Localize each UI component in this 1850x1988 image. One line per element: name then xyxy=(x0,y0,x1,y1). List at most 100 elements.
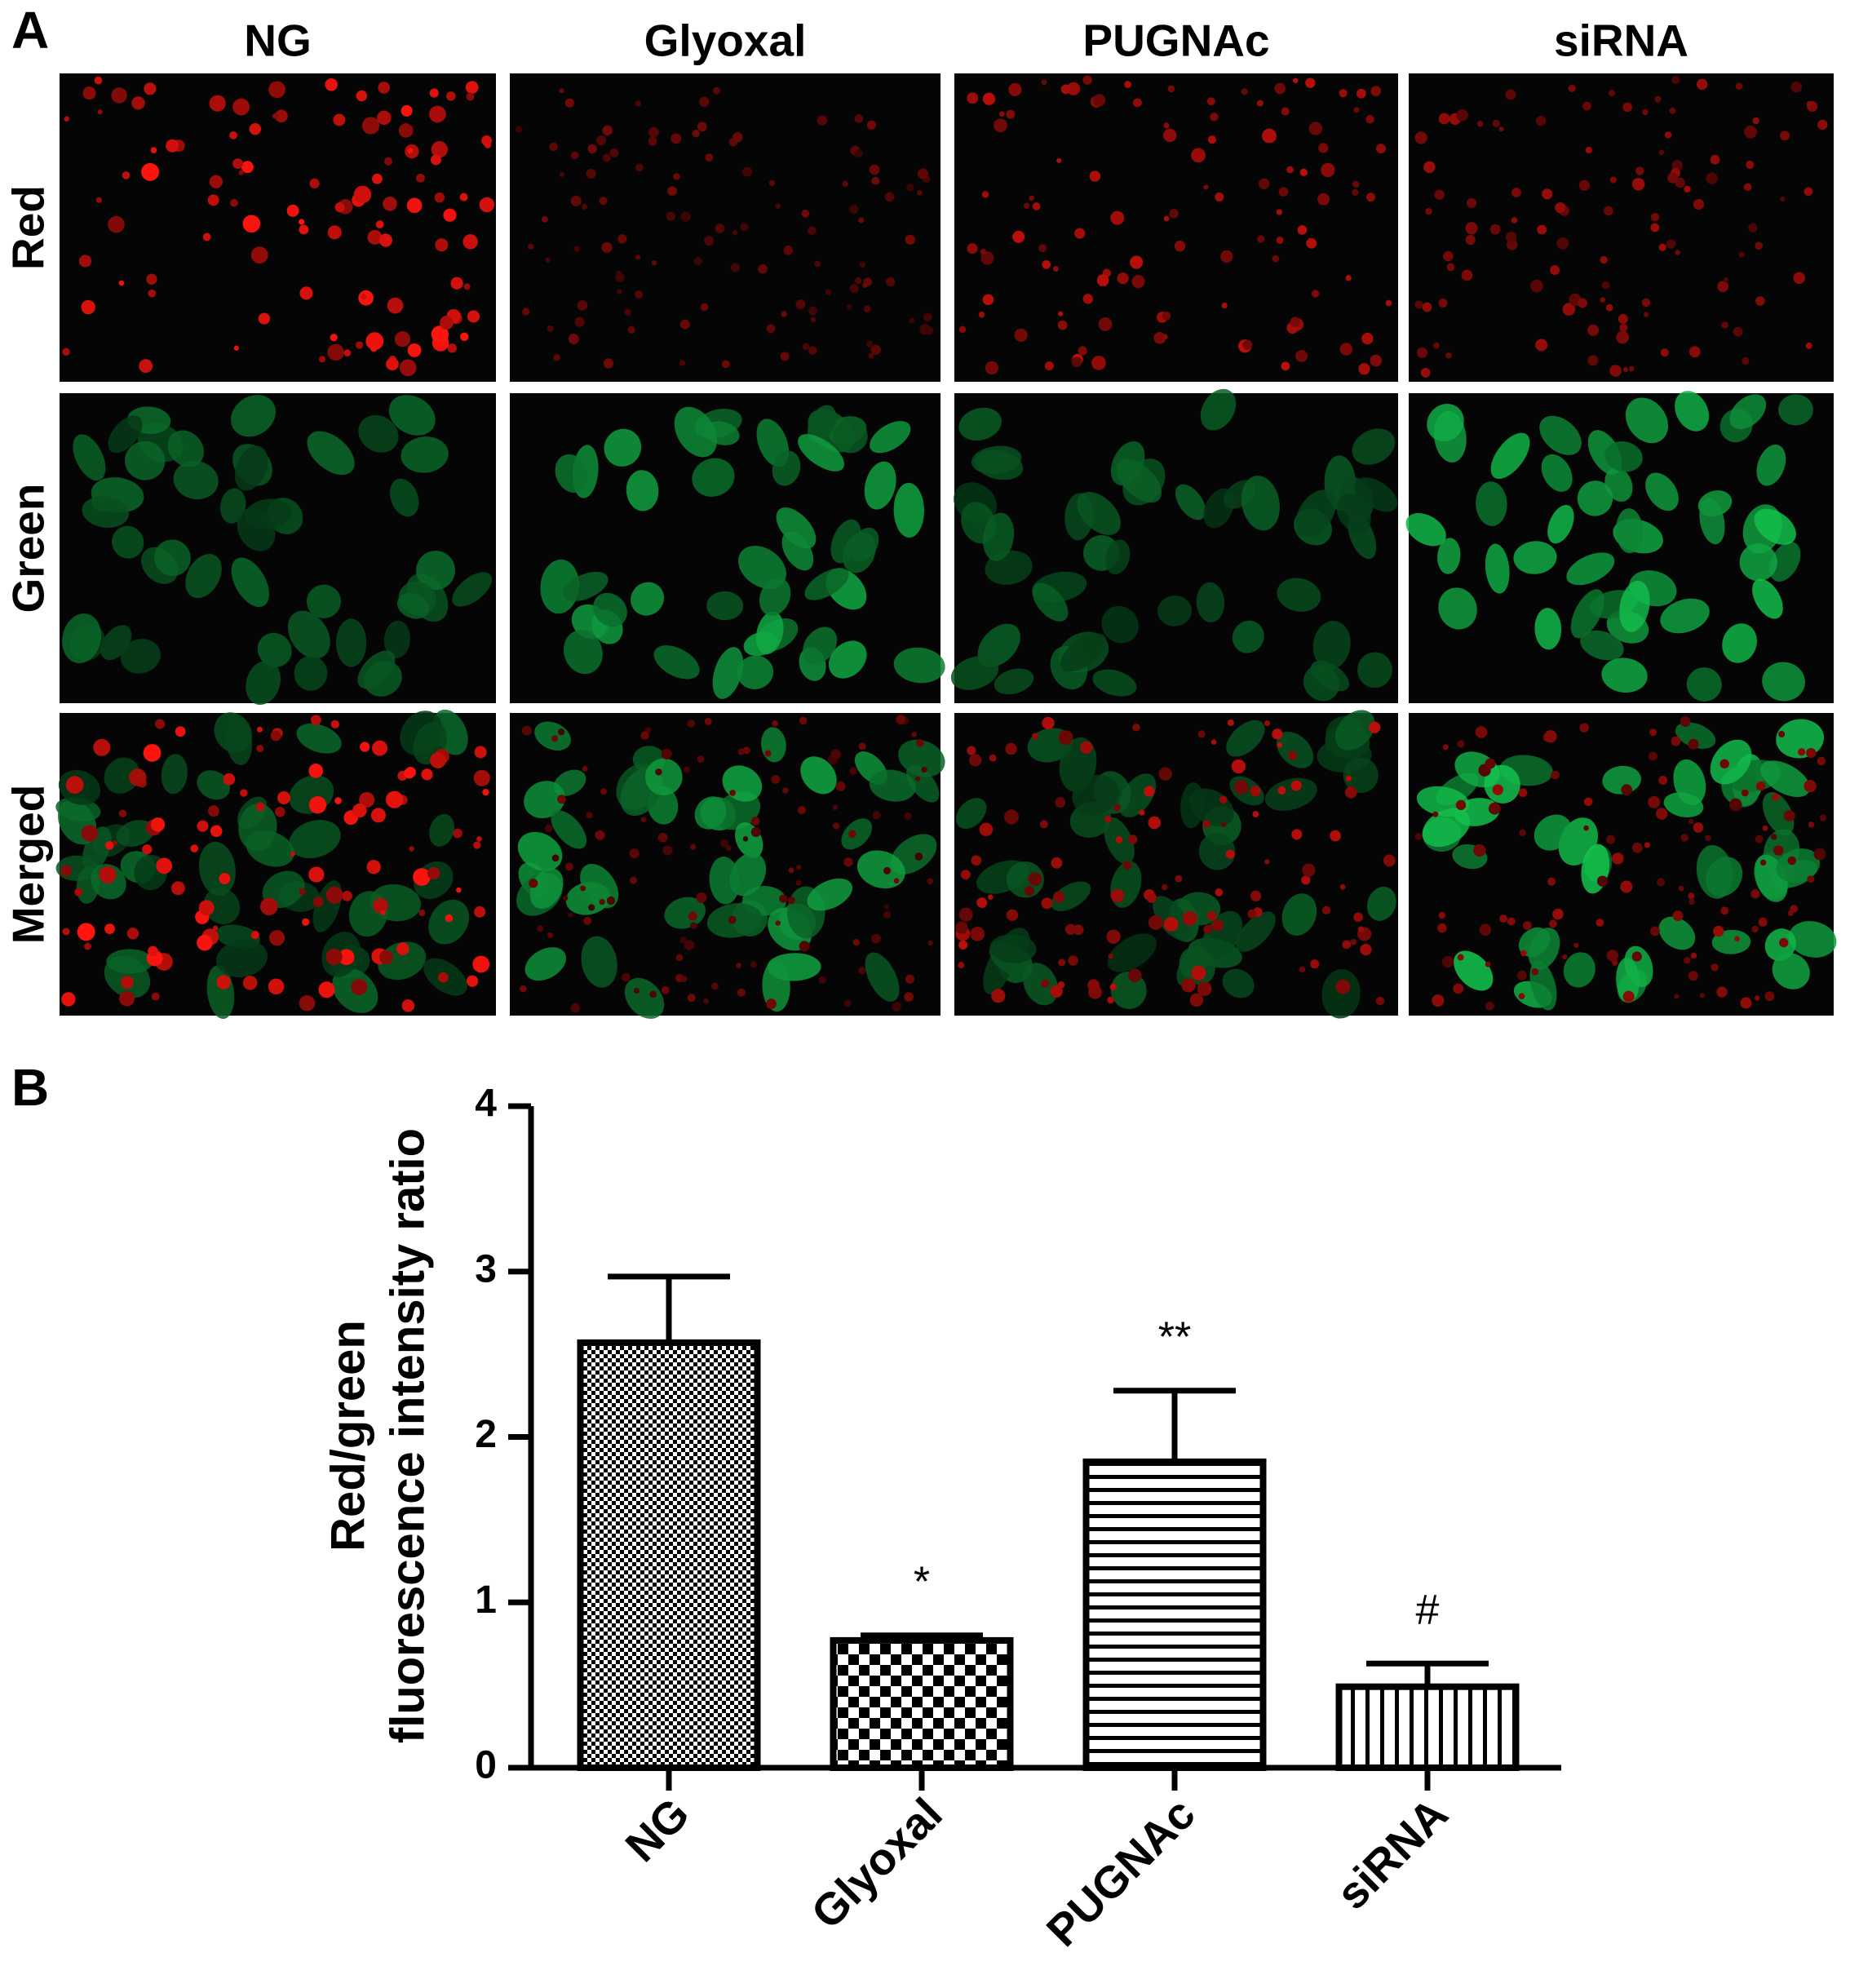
particle xyxy=(1635,166,1644,175)
particle xyxy=(359,792,375,808)
particle xyxy=(1609,176,1617,184)
particle xyxy=(796,865,802,870)
particle xyxy=(1169,209,1179,219)
particle xyxy=(1005,742,1017,755)
particle xyxy=(624,308,631,317)
particle xyxy=(150,147,157,154)
particle xyxy=(308,866,325,883)
particle xyxy=(1733,326,1743,337)
particle xyxy=(377,110,392,126)
row-label: Merged xyxy=(3,785,54,945)
cell xyxy=(296,723,342,754)
cell xyxy=(626,470,659,511)
particle xyxy=(1719,759,1729,769)
particle xyxy=(198,900,215,916)
cell xyxy=(246,660,281,706)
particle xyxy=(1530,279,1543,293)
particle xyxy=(1606,950,1619,962)
particle xyxy=(1752,117,1759,125)
particle xyxy=(342,890,352,901)
particle xyxy=(764,750,772,757)
particle xyxy=(1688,971,1698,981)
particle xyxy=(916,190,923,196)
particle xyxy=(1453,983,1463,994)
cell xyxy=(762,960,790,1012)
particle xyxy=(1290,317,1300,327)
particle xyxy=(309,178,320,189)
particle xyxy=(1250,890,1262,901)
cell xyxy=(1110,441,1145,486)
particle xyxy=(987,894,994,900)
cell xyxy=(864,461,896,510)
cell xyxy=(307,431,355,476)
particle xyxy=(679,319,690,330)
cell xyxy=(555,454,589,493)
cell xyxy=(231,395,276,437)
particle xyxy=(1174,240,1186,252)
particle xyxy=(817,115,828,126)
particle xyxy=(242,976,258,990)
particle xyxy=(1203,924,1213,934)
particle xyxy=(1620,880,1633,893)
cell xyxy=(203,888,241,924)
cell xyxy=(1752,578,1783,619)
particle xyxy=(1358,363,1370,375)
particle xyxy=(1808,821,1815,828)
particle xyxy=(1618,313,1628,324)
particle xyxy=(577,300,588,311)
cell xyxy=(1196,582,1225,623)
particle xyxy=(1680,834,1688,842)
particle xyxy=(1068,955,1078,966)
particle xyxy=(445,914,454,923)
micrograph-bg xyxy=(954,73,1398,382)
particle xyxy=(1666,239,1676,249)
particle xyxy=(438,972,449,983)
particle xyxy=(1741,789,1749,797)
particle xyxy=(1039,820,1048,829)
cell xyxy=(1303,665,1340,702)
particle xyxy=(915,776,921,781)
particle xyxy=(1488,802,1501,815)
particle xyxy=(742,836,749,842)
particle xyxy=(1310,959,1320,969)
cell xyxy=(804,568,849,600)
particle xyxy=(1110,210,1125,225)
particle xyxy=(1783,810,1795,822)
particle xyxy=(1057,320,1068,330)
particle xyxy=(1264,720,1271,727)
particle xyxy=(1734,936,1740,942)
particle xyxy=(1579,723,1589,733)
particle xyxy=(1433,342,1440,349)
particle xyxy=(1041,979,1050,988)
particle xyxy=(801,210,810,218)
cell xyxy=(1157,596,1193,627)
particle xyxy=(1573,942,1579,948)
particle xyxy=(81,825,99,842)
particle xyxy=(582,766,588,772)
cell xyxy=(1051,881,1091,911)
particle xyxy=(547,325,554,332)
particle xyxy=(366,860,381,874)
particle xyxy=(553,354,560,361)
particle xyxy=(1056,157,1062,163)
particle xyxy=(413,868,431,886)
particle xyxy=(1743,183,1752,192)
particle xyxy=(1535,115,1547,126)
particle xyxy=(558,728,565,736)
cell xyxy=(950,656,999,690)
particle xyxy=(1544,730,1557,743)
particle xyxy=(1342,940,1352,950)
particle xyxy=(688,911,697,921)
particle xyxy=(1817,119,1828,131)
particle xyxy=(372,740,387,756)
particle xyxy=(1622,990,1635,1003)
particle xyxy=(1182,910,1197,926)
micrograph xyxy=(1405,391,1834,703)
particle xyxy=(330,719,339,729)
particle xyxy=(573,246,580,252)
particle xyxy=(1465,234,1476,246)
particle xyxy=(547,932,553,939)
cell xyxy=(1760,760,1810,797)
bar xyxy=(1335,1683,1520,1772)
